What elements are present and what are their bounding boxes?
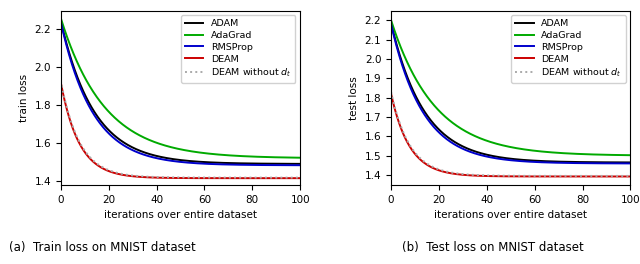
ADAM bbox=[528, 159, 536, 162]
DEAM without $d_t$ bbox=[57, 79, 65, 82]
RMSProp bbox=[237, 163, 245, 166]
DEAM without $d_t$ bbox=[528, 174, 536, 177]
DEAM bbox=[568, 175, 575, 178]
DEAM bbox=[547, 175, 555, 178]
AdaGrad bbox=[495, 143, 503, 146]
Line: RMSProp: RMSProp bbox=[61, 22, 300, 165]
Line: RMSProp: RMSProp bbox=[391, 24, 630, 163]
ADAM bbox=[547, 160, 555, 163]
DEAM without $d_t$ bbox=[118, 172, 126, 176]
AdaGrad bbox=[237, 154, 245, 158]
DEAM bbox=[627, 175, 634, 178]
AdaGrad bbox=[568, 152, 575, 155]
DEAM without $d_t$ bbox=[449, 171, 456, 174]
Line: ADAM: ADAM bbox=[391, 23, 630, 162]
AdaGrad bbox=[449, 121, 456, 124]
DEAM bbox=[495, 175, 503, 178]
RMSProp bbox=[57, 20, 65, 23]
ADAM bbox=[217, 161, 225, 164]
ADAM bbox=[237, 162, 245, 165]
AdaGrad bbox=[429, 103, 437, 106]
ADAM bbox=[449, 139, 456, 142]
DEAM without $d_t$ bbox=[568, 174, 575, 177]
Y-axis label: test loss: test loss bbox=[349, 76, 359, 120]
DEAM bbox=[165, 176, 173, 180]
Text: (a)  Train loss on MNIST dataset: (a) Train loss on MNIST dataset bbox=[9, 241, 196, 254]
Line: DEAM without $d_t$: DEAM without $d_t$ bbox=[391, 92, 630, 176]
DEAM without $d_t$ bbox=[387, 90, 395, 93]
DEAM bbox=[237, 177, 245, 180]
RMSProp bbox=[528, 160, 536, 163]
Line: DEAM: DEAM bbox=[391, 94, 630, 176]
DEAM bbox=[118, 173, 126, 176]
ADAM bbox=[568, 160, 575, 163]
DEAM without $d_t$ bbox=[627, 174, 634, 177]
RMSProp bbox=[449, 142, 456, 145]
Legend: ADAM, AdaGrad, RMSProp, DEAM, DEAM without $d_t$: ADAM, AdaGrad, RMSProp, DEAM, DEAM witho… bbox=[181, 15, 296, 83]
DEAM without $d_t$ bbox=[217, 176, 225, 179]
Line: DEAM without $d_t$: DEAM without $d_t$ bbox=[61, 81, 300, 178]
Line: ADAM: ADAM bbox=[61, 21, 300, 164]
Legend: ADAM, AdaGrad, RMSProp, DEAM, DEAM without $d_t$: ADAM, AdaGrad, RMSProp, DEAM, DEAM witho… bbox=[511, 15, 626, 83]
Line: DEAM: DEAM bbox=[61, 83, 300, 178]
Text: (b)  Test loss on MNIST dataset: (b) Test loss on MNIST dataset bbox=[402, 241, 584, 254]
ADAM bbox=[118, 140, 126, 143]
AdaGrad bbox=[387, 19, 395, 22]
DEAM without $d_t$ bbox=[198, 176, 205, 179]
RMSProp bbox=[296, 164, 304, 167]
ADAM bbox=[495, 155, 503, 159]
Line: AdaGrad: AdaGrad bbox=[391, 20, 630, 155]
ADAM bbox=[429, 122, 437, 125]
ADAM bbox=[627, 161, 634, 164]
AdaGrad bbox=[57, 17, 65, 20]
ADAM bbox=[165, 157, 173, 160]
RMSProp bbox=[198, 162, 205, 165]
ADAM bbox=[387, 22, 395, 25]
DEAM bbox=[429, 167, 437, 170]
ADAM bbox=[99, 122, 107, 126]
AdaGrad bbox=[99, 104, 107, 107]
DEAM bbox=[296, 177, 304, 180]
AdaGrad bbox=[547, 151, 555, 154]
DEAM without $d_t$ bbox=[165, 176, 173, 179]
RMSProp bbox=[217, 163, 225, 166]
DEAM without $d_t$ bbox=[429, 166, 437, 169]
DEAM bbox=[99, 167, 107, 170]
DEAM without $d_t$ bbox=[237, 176, 245, 179]
RMSProp bbox=[495, 157, 503, 161]
DEAM bbox=[198, 177, 205, 180]
X-axis label: iterations over entire dataset: iterations over entire dataset bbox=[104, 210, 257, 220]
AdaGrad bbox=[627, 154, 634, 157]
RMSProp bbox=[118, 143, 126, 146]
ADAM bbox=[57, 19, 65, 22]
DEAM bbox=[449, 172, 456, 175]
AdaGrad bbox=[198, 151, 205, 154]
DEAM without $d_t$ bbox=[495, 174, 503, 177]
DEAM bbox=[528, 175, 536, 178]
Line: AdaGrad: AdaGrad bbox=[61, 18, 300, 158]
RMSProp bbox=[165, 159, 173, 162]
RMSProp bbox=[99, 126, 107, 129]
ADAM bbox=[198, 160, 205, 163]
AdaGrad bbox=[118, 122, 126, 126]
RMSProp bbox=[627, 162, 634, 165]
RMSProp bbox=[387, 22, 395, 26]
AdaGrad bbox=[165, 145, 173, 148]
DEAM bbox=[57, 81, 65, 84]
AdaGrad bbox=[528, 149, 536, 152]
ADAM bbox=[296, 162, 304, 166]
AdaGrad bbox=[217, 153, 225, 156]
RMSProp bbox=[568, 161, 575, 164]
DEAM without $d_t$ bbox=[547, 174, 555, 177]
DEAM without $d_t$ bbox=[296, 176, 304, 179]
RMSProp bbox=[429, 125, 437, 128]
RMSProp bbox=[547, 161, 555, 164]
Y-axis label: train loss: train loss bbox=[19, 74, 29, 122]
DEAM bbox=[217, 177, 225, 180]
DEAM bbox=[387, 92, 395, 95]
AdaGrad bbox=[296, 156, 304, 159]
DEAM without $d_t$ bbox=[99, 166, 107, 169]
X-axis label: iterations over entire dataset: iterations over entire dataset bbox=[434, 210, 588, 220]
